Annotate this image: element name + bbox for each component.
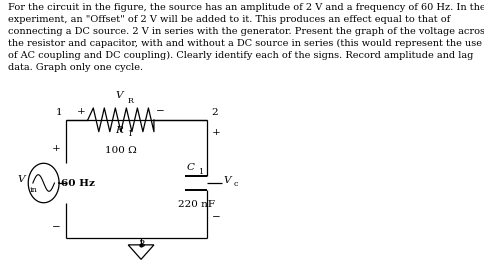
Text: 3: 3 bbox=[138, 240, 144, 249]
Text: 1: 1 bbox=[55, 108, 62, 117]
Text: −: − bbox=[52, 223, 61, 232]
Text: in: in bbox=[30, 186, 38, 194]
Text: −: − bbox=[212, 213, 221, 222]
Text: −: − bbox=[156, 107, 165, 117]
Text: +: + bbox=[52, 144, 61, 153]
Text: R: R bbox=[115, 126, 123, 135]
Text: 100 Ω: 100 Ω bbox=[105, 146, 136, 155]
Text: 220 nF: 220 nF bbox=[178, 200, 215, 209]
Text: 1: 1 bbox=[198, 168, 203, 176]
Text: c: c bbox=[234, 180, 239, 188]
Text: V: V bbox=[115, 91, 123, 100]
Text: +: + bbox=[77, 107, 86, 117]
Text: R: R bbox=[127, 97, 134, 105]
Text: C: C bbox=[187, 164, 195, 172]
Text: V: V bbox=[224, 176, 231, 185]
Text: V: V bbox=[17, 174, 25, 184]
Text: 1: 1 bbox=[127, 130, 133, 138]
Text: 2: 2 bbox=[211, 108, 217, 117]
Text: 60 Hz: 60 Hz bbox=[61, 178, 95, 188]
Text: +: + bbox=[212, 128, 221, 138]
Text: For the circuit in the figure, the source has an amplitude of 2 V and a frequenc: For the circuit in the figure, the sourc… bbox=[8, 3, 484, 72]
